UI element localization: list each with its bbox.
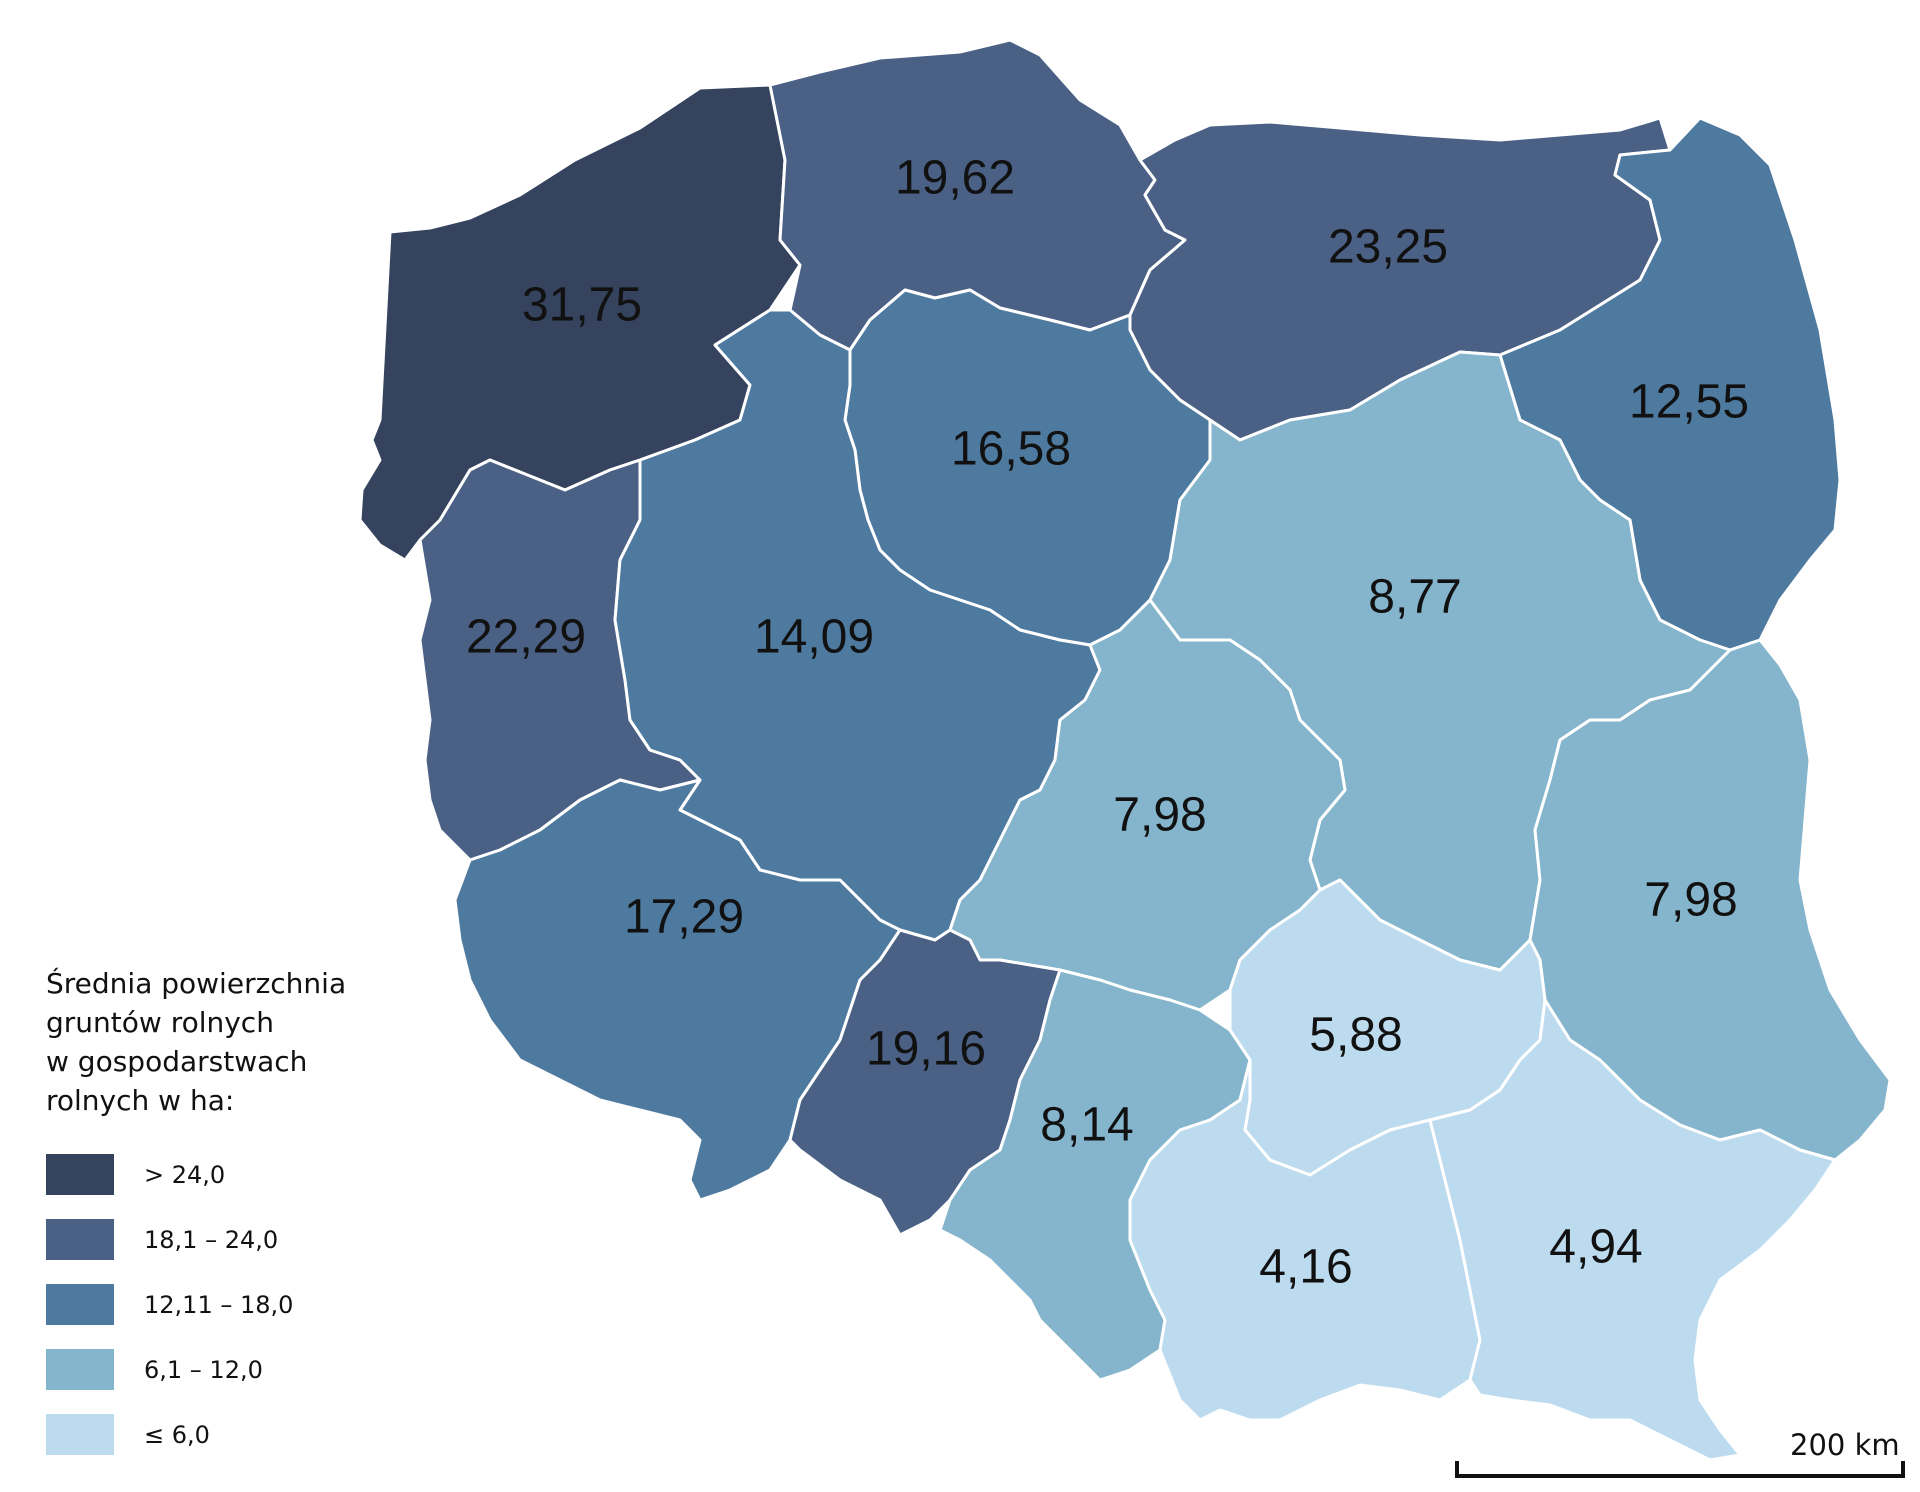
scale-bar-label: 200 km <box>1790 1428 1900 1462</box>
region-value-label: 4,94 <box>1549 1221 1642 1274</box>
region-value-label: 19,16 <box>866 1023 986 1076</box>
region-value-label: 31,75 <box>522 279 642 332</box>
region-value-label: 17,29 <box>624 891 744 944</box>
legend-item-label: ≤ 6,0 <box>144 1420 210 1449</box>
region-value-label: 14,09 <box>754 611 874 664</box>
legend-swatch <box>46 1154 114 1195</box>
legend-swatch <box>46 1349 114 1390</box>
legend-swatch <box>46 1414 114 1455</box>
legend-item: > 24,0 <box>46 1152 406 1197</box>
legend-title: Średnia powierzchnia gruntów rolnych w g… <box>46 964 406 1120</box>
map-legend: Średnia powierzchnia gruntów rolnych w g… <box>46 964 406 1477</box>
region-value-label: 7,98 <box>1644 874 1737 927</box>
legend-item-label: > 24,0 <box>144 1160 226 1189</box>
region-value-label: 5,88 <box>1309 1009 1402 1062</box>
region-podkarpackie <box>1428 998 1837 1462</box>
legend-item: 6,1 – 12,0 <box>46 1347 406 1392</box>
region-value-label: 22,29 <box>466 611 586 664</box>
region-value-label: 4,16 <box>1259 1241 1352 1294</box>
legend-title-line: w gospodarstwach <box>46 1045 308 1078</box>
legend-item: 12,11 – 18,0 <box>46 1282 406 1327</box>
region-value-label: 19,62 <box>895 152 1015 205</box>
region-value-label: 7,98 <box>1113 789 1206 842</box>
legend-title-line: gruntów rolnych <box>46 1006 274 1039</box>
region-value-label: 12,55 <box>1629 376 1749 429</box>
region-value-label: 8,14 <box>1040 1099 1133 1152</box>
legend-item-label: 6,1 – 12,0 <box>144 1355 263 1384</box>
legend-title-line: Średnia powierzchnia <box>46 967 347 1000</box>
legend-swatch <box>46 1284 114 1325</box>
legend-item-label: 18,1 – 24,0 <box>144 1225 279 1254</box>
legend-item-label: 12,11 – 18,0 <box>144 1290 294 1319</box>
legend-item: 18,1 – 24,0 <box>46 1217 406 1262</box>
region-value-label: 8,77 <box>1368 571 1461 624</box>
scale-bar <box>1455 1461 1905 1478</box>
legend-title-line: rolnych w ha: <box>46 1084 235 1117</box>
legend-swatch <box>46 1219 114 1260</box>
legend-item: ≤ 6,0 <box>46 1412 406 1457</box>
region-value-label: 23,25 <box>1328 221 1448 274</box>
region-value-label: 16,58 <box>951 423 1071 476</box>
